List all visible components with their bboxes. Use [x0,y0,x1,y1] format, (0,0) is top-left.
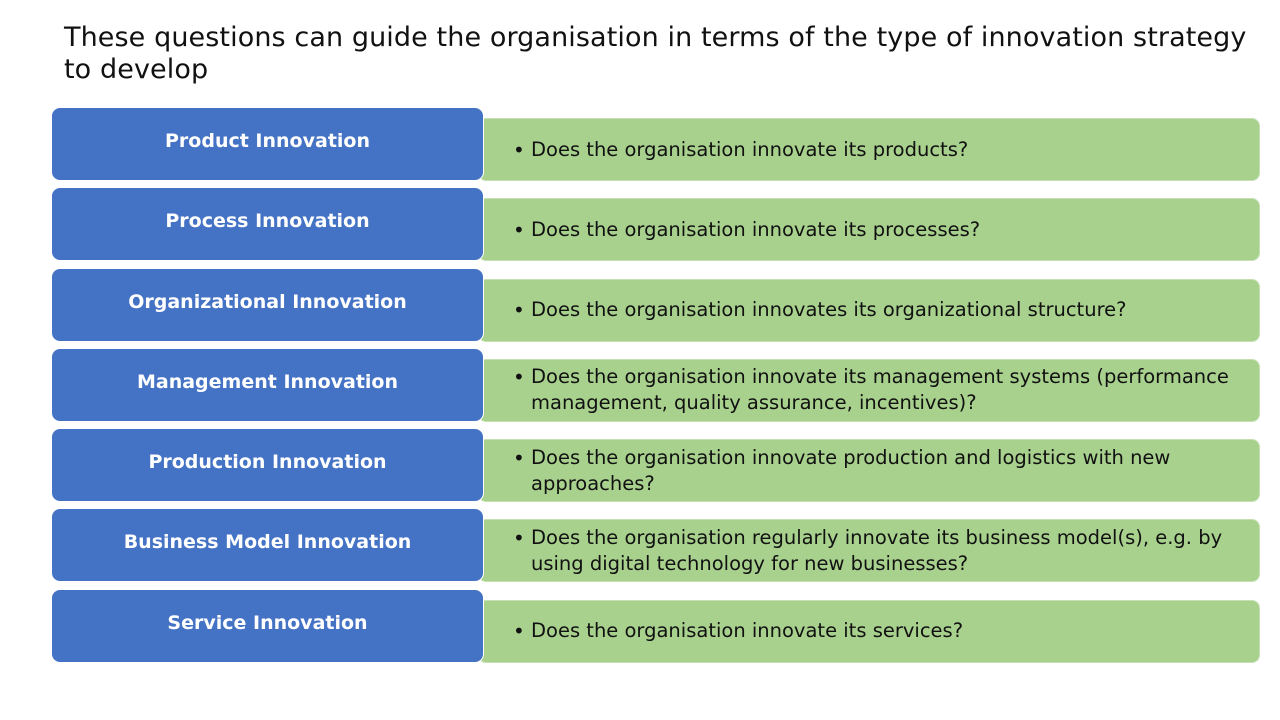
question-text: Does the organisation innovate its proce… [531,217,981,241]
question-text: Does the organisation regularly innovate… [531,525,1223,575]
bullet-dot-icon: • [513,525,525,550]
question-box: • Does the organisation innovate its pro… [478,118,1260,181]
bullet-dot-icon: • [513,137,525,162]
row-organizational-innovation: Organizational Innovation • Does the org… [51,267,1261,344]
question-item: • Does the organisation innovate its pro… [513,137,968,163]
bullet-dot-icon: • [513,217,525,242]
question-text: Does the organisation innovate its manag… [531,365,1229,415]
innovation-type-box: Process Innovation [51,187,484,262]
bullet-dot-icon: • [513,365,525,390]
innovation-type-box: Organizational Innovation [51,267,484,342]
bullet-dot-icon: • [513,445,525,470]
innovation-type-box: Service Innovation [51,588,484,663]
question-text: Does the organisation innovate productio… [531,445,1171,495]
row-product-innovation: Product Innovation • Does the organisati… [51,107,1261,183]
question-item: • Does the organisation innovate its man… [513,364,1231,416]
row-service-innovation: Service Innovation • Does the organisati… [51,588,1261,665]
slide-title: These questions can guide the organisati… [64,22,1247,85]
question-text: Does the organisation innovates its orga… [531,298,1127,322]
innovation-type-box: Management Innovation [51,347,484,422]
innovation-type-box: Business Model Innovation [51,508,484,583]
row-production-innovation: Production Innovation • Does the organis… [51,428,1261,504]
innovation-type-box: Production Innovation [51,428,484,503]
innovation-type-label: Business Model Innovation [123,531,412,554]
question-item: • Does the organisation innovate product… [513,445,1231,497]
question-item: • Does the organisation innovate its ser… [513,618,963,644]
question-box: • Does the organisation innovate its pro… [478,198,1260,262]
question-text: Does the organisation innovate its servi… [531,619,964,643]
innovation-type-label: Product Innovation [165,130,370,152]
question-box: • Does the organisation regularly innova… [478,519,1260,583]
innovation-type-list: Product Innovation • Does the organisati… [51,107,1261,669]
row-management-innovation: Management Innovation • Does the organis… [51,347,1261,424]
question-box: • Does the organisation innovate product… [478,439,1260,503]
question-box: • Does the organisation innovate its ser… [478,599,1260,663]
question-item: • Does the organisation regularly innova… [513,525,1231,577]
question-text: Does the organisation innovate its produ… [531,137,969,161]
bullet-dot-icon: • [513,619,525,644]
innovation-type-label: Organizational Innovation [128,290,407,313]
question-item: • Does the organisation innovate its pro… [513,217,980,243]
innovation-type-label: Production Innovation [148,451,387,474]
question-item: • Does the organisation innovates its or… [513,297,1127,323]
bullet-dot-icon: • [513,298,525,323]
innovation-type-label: Service Innovation [167,611,368,634]
innovation-type-box: Product Innovation [51,107,484,181]
question-box: • Does the organisation innovate its man… [478,358,1260,422]
row-business-model-innovation: Business Model Innovation • Does the org… [51,508,1261,584]
row-process-innovation: Process Innovation • Does the organisati… [51,187,1261,263]
innovation-type-label: Management Innovation [136,370,399,393]
innovation-type-label: Process Innovation [165,210,370,233]
question-box: • Does the organisation innovates its or… [478,278,1260,342]
